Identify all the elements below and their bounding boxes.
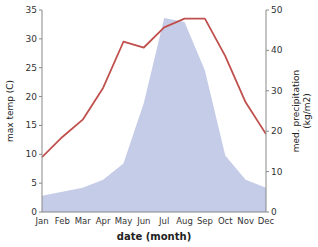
y-tick (39, 154, 42, 155)
y-tick (39, 212, 42, 213)
y-tick-label: 30 (26, 34, 38, 44)
x-tick-label: Jun (136, 216, 150, 226)
x-tick-label: Apr (96, 216, 111, 226)
x-axis-line (42, 212, 266, 213)
y-tick-label: 5 (31, 178, 37, 188)
y2-tick (266, 171, 269, 172)
x-axis-label: date (month) (117, 231, 191, 242)
x-tick-label: Jan (34, 216, 48, 226)
y-tick (39, 10, 42, 11)
y2-tick (266, 10, 269, 11)
x-tick-label: Oct (218, 216, 233, 226)
x-tick-label: Dec (258, 216, 275, 226)
y-tick (39, 67, 42, 68)
x-tick-label: Mar (75, 216, 92, 226)
y-axis-label: max temp (C) (5, 80, 15, 142)
y-tick-label: 20 (26, 92, 38, 102)
y2-axis-label-line: (kg/m2) (302, 93, 312, 128)
x-tick-label: Aug (176, 216, 193, 226)
y2-axis-label: med. precipitation(kg/m2) (291, 70, 312, 152)
y2-tick (266, 131, 269, 132)
y2-tick-label: 10 (271, 167, 283, 177)
precip-area (42, 18, 266, 212)
x-tick-label: Jul (158, 216, 169, 226)
y-tick-label: 15 (26, 120, 37, 130)
y-tick (39, 183, 42, 184)
x-tick-label: Sep (197, 216, 213, 226)
y-tick (39, 96, 42, 97)
x-tick-label: Nov (237, 216, 254, 226)
y2-axis-label-line: med. precipitation (291, 70, 301, 152)
y-tick (39, 38, 42, 39)
plot-area (42, 18, 266, 212)
chart: 0510152025303501020304050JanFebMarAprMay… (0, 0, 318, 247)
y-tick-label: 35 (26, 5, 37, 15)
y2-tick (266, 50, 269, 51)
temp-line (42, 19, 266, 158)
y-tick-label: 10 (26, 149, 38, 159)
x-tick-label: Feb (55, 216, 70, 226)
y2-axis-line (266, 10, 267, 212)
y2-tick-label: 40 (271, 45, 283, 55)
x-tick-label: May (115, 216, 133, 226)
y-axis-line (42, 10, 43, 212)
y-tick (39, 125, 42, 126)
y2-tick (266, 90, 269, 91)
y2-tick (266, 212, 269, 213)
y2-tick-label: 30 (271, 86, 283, 96)
y2-tick-label: 50 (271, 5, 283, 15)
y-tick-label: 25 (26, 63, 37, 73)
y2-tick-label: 20 (271, 126, 283, 136)
